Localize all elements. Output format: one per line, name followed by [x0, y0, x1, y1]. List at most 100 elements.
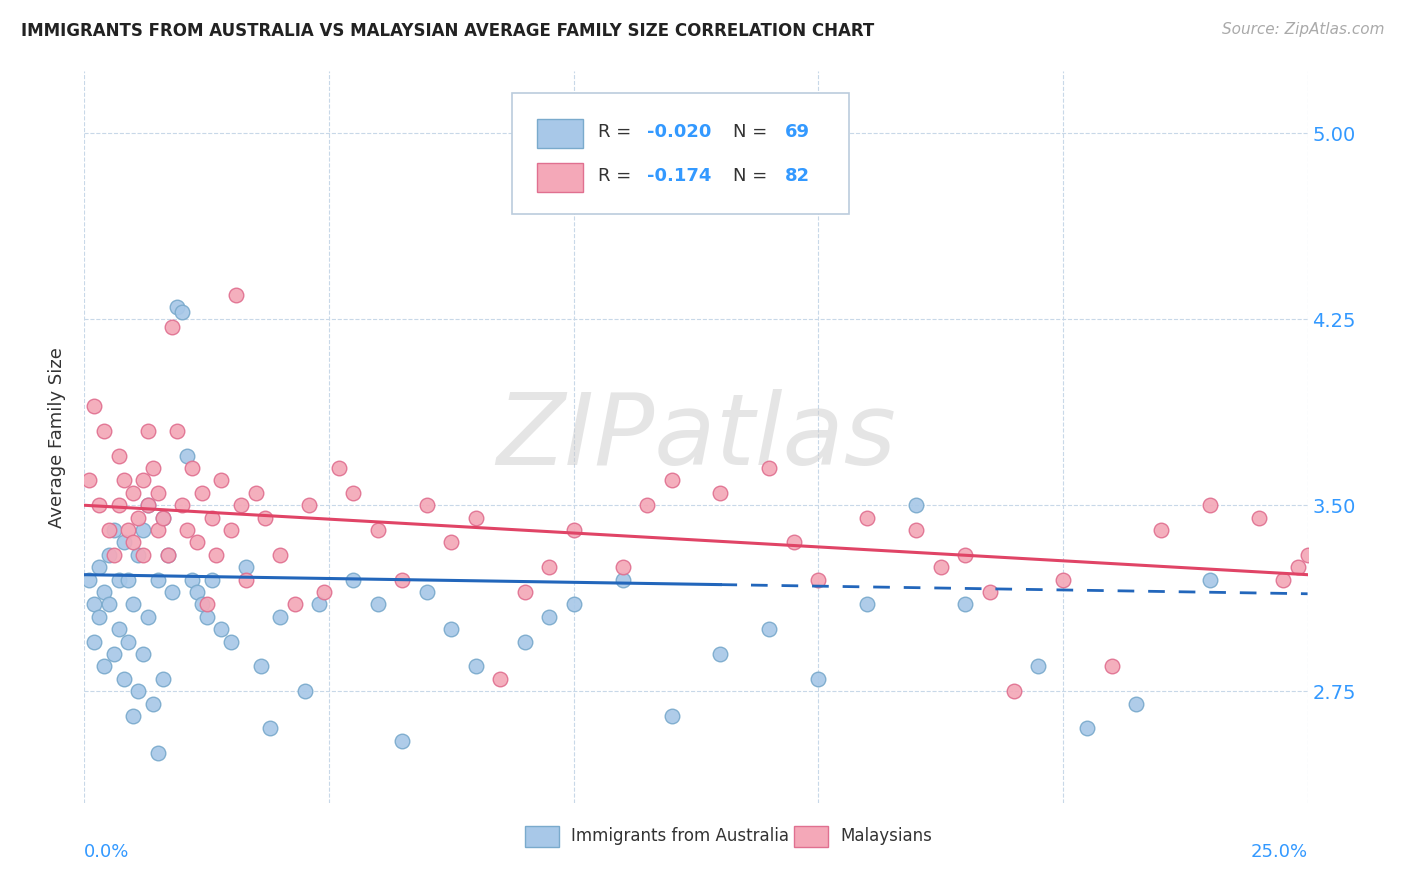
Point: [87, 498, 110, 512]
Point: [122, 598, 145, 612]
Point: [146, 573, 169, 587]
Point: [132, 474, 155, 488]
Text: N =: N =: [733, 167, 773, 185]
Point: [122, 709, 145, 723]
Point: [235, 560, 257, 574]
Point: [342, 573, 364, 587]
Point: [1336, 535, 1358, 549]
Point: [83, 399, 105, 413]
Point: [298, 498, 321, 512]
Y-axis label: Average Family Size: Average Family Size: [48, 347, 66, 527]
Point: [929, 560, 952, 574]
Point: [1296, 548, 1319, 562]
Point: [953, 598, 976, 612]
Point: [136, 498, 159, 512]
Point: [259, 722, 281, 736]
Point: [979, 585, 1001, 599]
Point: [83, 634, 105, 648]
Text: -0.174: -0.174: [647, 167, 711, 185]
Point: [112, 672, 135, 686]
Point: [1125, 697, 1147, 711]
Point: [146, 486, 169, 500]
Point: [93, 424, 115, 438]
Point: [172, 305, 194, 319]
Point: [209, 474, 232, 488]
Point: [186, 585, 208, 599]
Point: [132, 647, 155, 661]
Point: [1306, 585, 1329, 599]
Point: [166, 300, 188, 314]
Point: [807, 672, 830, 686]
Point: [166, 424, 188, 438]
Point: [136, 424, 159, 438]
FancyBboxPatch shape: [537, 119, 583, 148]
Point: [122, 486, 145, 500]
Point: [219, 523, 242, 537]
Point: [117, 523, 139, 537]
Text: IMMIGRANTS FROM AUSTRALIA VS MALAYSIAN AVERAGE FAMILY SIZE CORRELATION CHART: IMMIGRANTS FROM AUSTRALIA VS MALAYSIAN A…: [21, 22, 875, 40]
Point: [342, 486, 364, 500]
Point: [136, 610, 159, 624]
Point: [783, 535, 806, 549]
Point: [1355, 598, 1378, 612]
Point: [107, 449, 129, 463]
Point: [205, 548, 228, 562]
Point: [661, 709, 683, 723]
Text: Immigrants from Australia: Immigrants from Australia: [571, 827, 789, 845]
Point: [162, 585, 184, 599]
Point: [191, 598, 214, 612]
Point: [1198, 573, 1220, 587]
Point: [181, 461, 204, 475]
Point: [93, 659, 115, 673]
Point: [440, 622, 463, 636]
Point: [245, 486, 267, 500]
Point: [1052, 573, 1074, 587]
Point: [269, 548, 291, 562]
Point: [83, 598, 105, 612]
Point: [127, 548, 149, 562]
Point: [152, 510, 174, 524]
Text: R =: R =: [598, 123, 637, 141]
Point: [1346, 573, 1368, 587]
Point: [269, 610, 291, 624]
Point: [905, 498, 928, 512]
FancyBboxPatch shape: [524, 826, 560, 847]
Point: [87, 560, 110, 574]
Point: [538, 560, 561, 574]
Point: [181, 573, 204, 587]
Point: [176, 449, 198, 463]
Point: [156, 548, 179, 562]
Point: [709, 486, 731, 500]
Point: [1002, 684, 1025, 698]
Point: [127, 510, 149, 524]
Point: [93, 585, 115, 599]
Point: [1272, 573, 1295, 587]
Point: [209, 622, 232, 636]
Point: [132, 548, 155, 562]
Point: [1247, 510, 1270, 524]
Point: [142, 461, 165, 475]
Point: [612, 560, 634, 574]
Point: [97, 598, 120, 612]
Point: [162, 319, 184, 334]
Point: [612, 573, 634, 587]
Point: [107, 622, 129, 636]
FancyBboxPatch shape: [513, 94, 849, 214]
Text: 0.0%: 0.0%: [84, 843, 129, 861]
Point: [1150, 523, 1173, 537]
Point: [391, 573, 413, 587]
Point: [107, 498, 129, 512]
Point: [152, 672, 174, 686]
Point: [87, 610, 110, 624]
Point: [146, 523, 169, 537]
Point: [416, 498, 439, 512]
Point: [235, 573, 257, 587]
Point: [314, 585, 336, 599]
Point: [152, 510, 174, 524]
Point: [464, 659, 486, 673]
Point: [807, 573, 830, 587]
Point: [513, 585, 536, 599]
Text: ZIPatlas: ZIPatlas: [496, 389, 896, 485]
Point: [249, 659, 271, 673]
Point: [328, 461, 350, 475]
